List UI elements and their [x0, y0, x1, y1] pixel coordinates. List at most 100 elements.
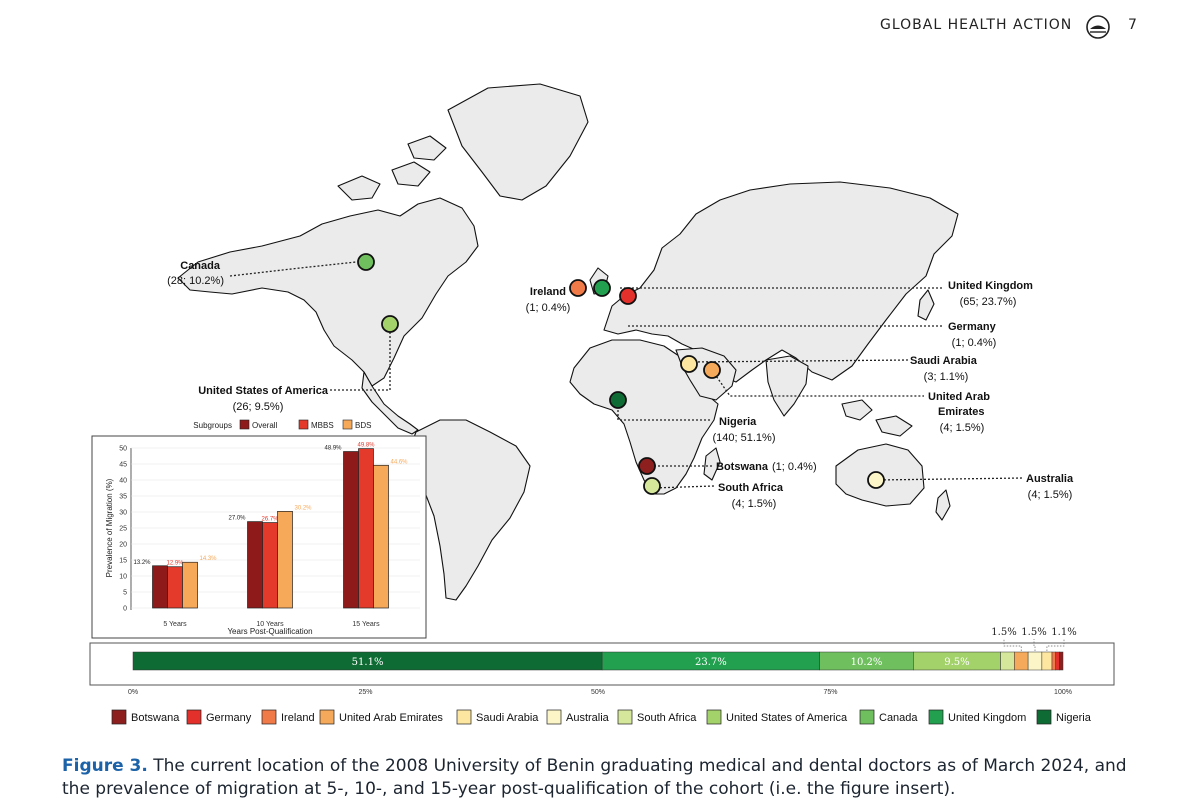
stacked-segment-label: 51.1%: [352, 657, 384, 668]
legend-swatch-botswana: [111, 709, 127, 725]
insert-y-tick-label: 10: [119, 574, 127, 581]
canada-islands-land: [337, 135, 447, 201]
insert-y-tick-label: 35: [119, 494, 127, 501]
stacked-segment-south-africa: [1000, 651, 1015, 671]
marker-uae: [703, 361, 721, 379]
stacked-x-tick-label: 25%: [358, 689, 372, 696]
insert-legend-title: Subgroups: [193, 421, 232, 430]
insert-y-tick-label: 45: [119, 462, 127, 469]
insert-data-label: 48.9%: [324, 446, 342, 452]
stacked-small-annotations: 1.5% 1.5% 1.1%: [991, 627, 1077, 651]
marker-nigeria: [609, 391, 627, 409]
leader-australia: [875, 477, 1025, 481]
insert-data-label: 12.9%: [166, 561, 184, 567]
insert-bar-overall-5-years: [152, 565, 168, 609]
page-header: GLOBAL HEALTH ACTION 7: [870, 12, 1190, 42]
insert-legend-swatch-bds: [342, 419, 353, 430]
leader-usa: [330, 326, 391, 391]
insert-bar-mbbs-10-years: [262, 522, 278, 609]
japan-land: [917, 289, 935, 321]
stacked-small-annotation: 1.1%: [1051, 627, 1076, 638]
label-germany-name: Germany: [948, 321, 997, 333]
insert-y-tick-label: 15: [119, 558, 127, 565]
label-south-africa-stats: (4; 1.5%): [732, 498, 777, 510]
marker-uk: [593, 279, 611, 297]
label-uk-stats: (65; 23.7%): [960, 296, 1017, 308]
leader-uae: [711, 369, 924, 397]
insert-legend-swatch-mbbs: [298, 419, 309, 430]
stacked-segment-germany: [1055, 651, 1060, 671]
legend-label-canada: Canada: [879, 712, 918, 724]
south-america-land: [409, 419, 531, 601]
insert-bar-overall-10-years: [247, 521, 263, 609]
legend-label-saudi-arabia: Saudi Arabia: [476, 712, 539, 724]
legend-swatch-nigeria: [1036, 709, 1052, 725]
insert-y-axis-label: Prevalence of Migration (%): [105, 478, 114, 577]
marker-germany: [619, 287, 637, 305]
leader-lines: [229, 261, 1025, 489]
page-number: 7: [1128, 17, 1137, 33]
legend-label-united-kingdom: United Kingdom: [948, 712, 1026, 724]
marker-australia: [867, 471, 885, 489]
stacked-x-ticks: 0% 25% 50% 75% 100%: [128, 689, 1072, 696]
marker-saudi-arabia: [680, 355, 698, 373]
stacked-segment-united-arab-emirates: [1014, 651, 1029, 671]
country-legend: Botswana Germany Ireland United Arab Emirat…: [111, 709, 1092, 725]
north-america-land: [177, 197, 479, 387]
stacked-segment-label: 23.7%: [695, 657, 727, 668]
marker-botswana: [638, 457, 656, 475]
insert-data-label: 44.6%: [391, 459, 409, 465]
map-labels: Canada (28; 10.2%) United States of Amer…: [167, 260, 1074, 510]
journal-title: GLOBAL HEALTH ACTION: [880, 17, 1073, 33]
india-land: [765, 355, 809, 417]
legend-label-united-arab-emirates: United Arab Emirates: [339, 712, 443, 724]
insert-legend: Overall MBBS BDS: [239, 419, 371, 430]
legend-label-ireland: Ireland: [281, 712, 315, 724]
legend-label-germany: Germany: [206, 712, 252, 724]
insert-bar-bds-5-years: [182, 561, 198, 609]
insert-y-tick-label: 20: [119, 542, 127, 549]
stacked-segment-label: 10.2%: [851, 657, 883, 668]
legend-label-south-africa: South Africa: [637, 712, 697, 724]
label-canada-name: Canada: [180, 260, 221, 272]
southeast-asia-islands-land: [841, 399, 913, 437]
insert-y-ticks: 0 5 10 15 20 25 30 35 40 45 50: [119, 446, 127, 613]
label-south-africa-name: South Africa: [718, 482, 784, 494]
insert-x-axis-label: Years Post-Qualification: [227, 627, 312, 636]
caption-text: The current location of the 2008 Univers…: [62, 756, 1127, 799]
insert-x-ticks: 5 Years 10 Years 15 Years: [163, 621, 380, 628]
legend-label-botswana: Botswana: [131, 712, 180, 724]
stacked-x-tick-label: 50%: [591, 689, 605, 696]
stacked-x-tick-label: 0%: [128, 689, 138, 696]
label-uk-name: United Kingdom: [948, 280, 1033, 292]
insert-bar-bds-15-years: [373, 464, 389, 609]
legend-swatch-canada: [859, 709, 875, 725]
label-uae-name-line1: United Arab: [928, 391, 990, 403]
legend-swatch-germany: [186, 709, 202, 725]
insert-data-label: 14.3%: [200, 556, 218, 562]
marker-south-africa: [643, 477, 661, 495]
stacked-segment-saudi-arabia: [1041, 651, 1053, 671]
label-uae-stats: (4; 1.5%): [940, 422, 985, 434]
label-australia-stats: (4; 1.5%): [1028, 489, 1073, 501]
insert-data-label: 27.0%: [228, 516, 246, 522]
country-markers: [357, 253, 885, 495]
insert-y-tick-label: 40: [119, 478, 127, 485]
stacked-small-annotation: 1.5%: [1021, 627, 1046, 638]
insert-y-tick-label: 30: [119, 510, 127, 517]
central-america-land: [361, 371, 419, 435]
insert-x-tick-label: 10 Years: [256, 621, 284, 628]
legend-swatch-south-africa: [617, 709, 633, 725]
insert-data-label: 26.7%: [261, 517, 279, 523]
insert-legend-label-bds: BDS: [355, 421, 371, 430]
leader-canada: [229, 261, 357, 277]
label-usa-stats: (26; 9.5%): [233, 401, 284, 413]
legend-swatch-ireland: [261, 709, 277, 725]
label-saudi-stats: (3; 1.1%): [924, 371, 969, 383]
insert-legend-label-overall: Overall: [252, 421, 278, 430]
insert-y-tick-label: 50: [119, 446, 127, 453]
insert-data-label: 30.2%: [295, 505, 313, 511]
marker-usa: [381, 315, 399, 333]
stacked-annotation-leader: [1033, 639, 1036, 651]
insert-legend-label-mbbs: MBBS: [311, 421, 334, 430]
